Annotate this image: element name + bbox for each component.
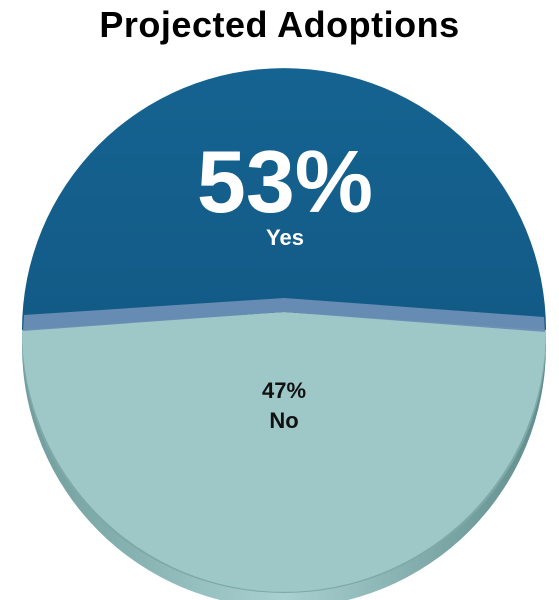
slice-no-percent: 47% [262,378,306,403]
slice-yes-label: Yes [266,225,304,250]
chart-title: Projected Adoptions [99,4,460,45]
slice-no[interactable] [22,312,546,592]
slice-yes[interactable] [22,68,546,330]
slice-yes-percent: 53% [197,132,373,231]
slice-no-label: No [269,408,298,433]
slice-bevel [23,298,545,332]
